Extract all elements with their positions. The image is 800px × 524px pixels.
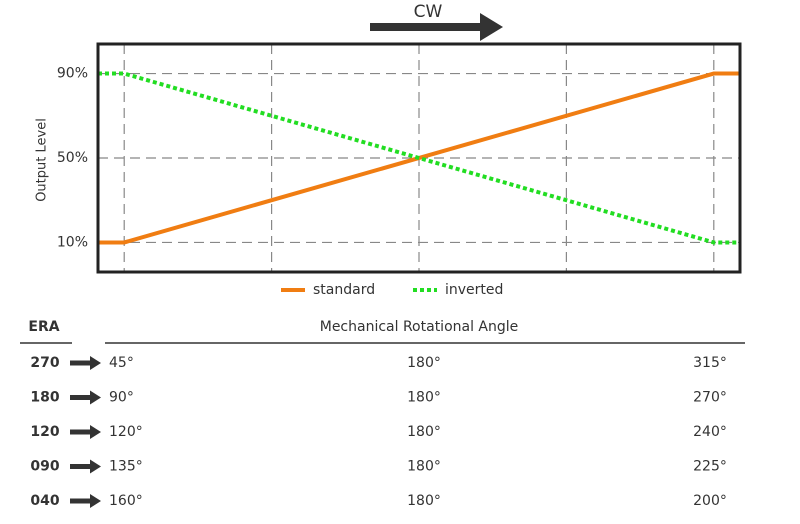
angle-mid: 180° — [407, 493, 441, 509]
row-arrow-head — [90, 390, 101, 405]
row-arrow-head — [90, 459, 101, 474]
era-value: 040 — [30, 493, 59, 509]
era-value: 090 — [30, 459, 59, 475]
table-header: ERA — [28, 319, 59, 335]
angle-mid: 180° — [407, 424, 441, 440]
y-tick-label: 10% — [57, 234, 88, 250]
y-tick-label: 90% — [57, 66, 88, 82]
era-value: 270 — [30, 355, 59, 371]
cw-arrow-head — [480, 13, 503, 41]
angle-mid: 180° — [407, 459, 441, 475]
row-arrow-bar — [70, 498, 92, 504]
row-arrow-bar — [70, 395, 92, 400]
angle-end: 240° — [693, 424, 727, 440]
plot-frame — [96, 42, 742, 274]
angle-end: 200° — [693, 493, 727, 509]
row-arrow-head — [90, 494, 101, 508]
row-arrow-bar — [70, 429, 92, 435]
y-axis-label: Output Level — [35, 118, 50, 202]
chart-title: CW — [414, 2, 443, 22]
angle-mid: 180° — [407, 355, 441, 371]
angle-start: 160° — [109, 493, 143, 509]
cw-arrow-bar — [370, 23, 482, 31]
row-arrow-bar — [70, 464, 92, 469]
angle-start: 120° — [109, 424, 143, 440]
angle-end: 270° — [693, 390, 727, 406]
series-line — [98, 71, 740, 245]
angle-end: 225° — [693, 459, 727, 475]
angle-start: 90° — [109, 390, 134, 406]
era-value: 180 — [30, 390, 59, 406]
angle-mid: 180° — [407, 390, 441, 406]
era-value: 120 — [30, 424, 59, 440]
angle-start: 45° — [109, 355, 134, 371]
angle-end: 315° — [693, 355, 727, 371]
row-arrow-head — [90, 425, 101, 439]
row-arrow-head — [90, 356, 101, 370]
table-header: Mechanical Rotational Angle — [320, 319, 519, 335]
row-arrow-bar — [70, 360, 92, 366]
legend-label: standard — [313, 282, 375, 298]
legend-label: inverted — [445, 282, 503, 298]
y-tick-label: 50% — [57, 150, 88, 166]
angle-start: 135° — [109, 459, 143, 475]
